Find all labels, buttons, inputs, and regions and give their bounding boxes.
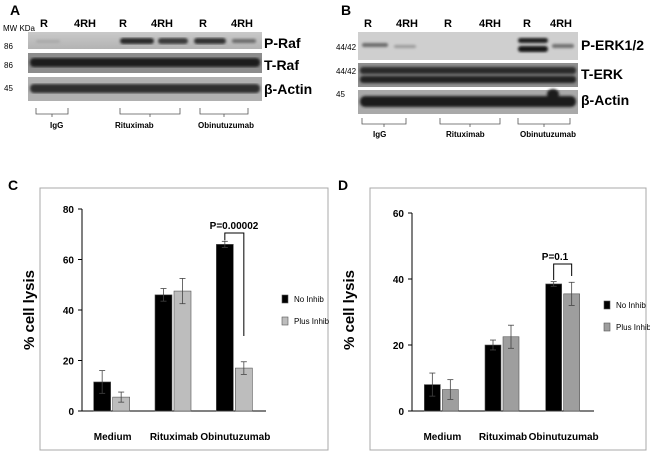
chart-d-category-label-1: Rituximab xyxy=(479,432,527,443)
chart-c-significance-bracket xyxy=(224,232,245,336)
panel-b-mw-1: 44/42 xyxy=(336,43,357,52)
panel-b-group-igg: IgG xyxy=(373,130,387,139)
panel-b-lane-4: 4RH xyxy=(479,18,502,30)
panel-b-group-brackets xyxy=(361,118,571,127)
panel-a-mw-2: 86 xyxy=(4,61,13,70)
chart-c-category-label-1: Rituximab xyxy=(150,432,198,443)
panel-a-mw-3: 45 xyxy=(4,84,13,93)
panel-b-letter: B xyxy=(341,2,352,18)
chart-c-ytick-label-0: 0 xyxy=(68,407,74,418)
panel-b-lane-5: R xyxy=(523,18,531,30)
chart-c-ytick-label-1: 20 xyxy=(63,357,75,368)
panel-a-group-igg: IgG xyxy=(50,121,64,130)
panel-a-row-label-2: T-Raf xyxy=(264,57,299,73)
panel-a-lane-3: R xyxy=(119,18,127,30)
chart-d-legend-swatch-0 xyxy=(603,300,611,310)
panel-b-group-obinutuzumab: Obinutuzumab xyxy=(520,130,576,139)
chart-d-ytick-label-1: 20 xyxy=(393,341,405,352)
panel-b-row-label-1: P-ERK1/2 xyxy=(581,37,645,53)
panel-b-group-rituximab: Rituximab xyxy=(446,130,485,139)
chart-d-legend-swatch-1 xyxy=(603,322,611,332)
chart-d-legend-label-1: Plus Inhib xyxy=(616,323,650,332)
chart-d-significance-bracket xyxy=(553,263,573,280)
chart-c-panel-letter: C xyxy=(8,177,18,193)
chart-d-category-label-2: Obinutuzumab xyxy=(529,432,599,443)
chart-c-ylabel: % cell lysis xyxy=(21,270,38,350)
panel-a-lane-1: R xyxy=(40,18,48,30)
chart-c-legend-label-0: No Inhib xyxy=(294,295,324,304)
panel-a-group-brackets xyxy=(35,108,249,117)
chart-c-legend-swatch-1 xyxy=(281,316,289,326)
panel-a-mw-1: 86 xyxy=(4,42,13,51)
panel-a-row-label-1: P-Raf xyxy=(264,35,301,51)
panel-a-lane-5: R xyxy=(199,18,207,30)
chart-d-bar-1-2 xyxy=(563,293,580,412)
chart-c-category-label-2: Obinutuzumab xyxy=(200,432,270,443)
chart-d-panel-letter: D xyxy=(338,177,348,193)
panel-a-mw-header: MW KDa xyxy=(3,24,35,33)
chart-c-legend-label-1: Plus Inhib xyxy=(294,317,330,326)
panel-b-lane-2: 4RH xyxy=(396,18,419,30)
panel-a-lane-2: 4RH xyxy=(74,18,97,30)
chart-c-ytick-label-3: 60 xyxy=(63,256,75,267)
chart-c-category-label-0: Medium xyxy=(94,432,132,443)
chart-c-bar-0-2 xyxy=(216,244,234,412)
panel-b-row-label-3: β-Actin xyxy=(581,92,630,108)
panel-b-mw-3: 45 xyxy=(336,90,345,99)
panel-a-group-obinutuzumab: Obinutuzumab xyxy=(198,121,254,130)
panel-b-mw-2: 44/42 xyxy=(336,67,357,76)
chart-c-p-value: P=0.00002 xyxy=(210,221,259,232)
chart-d-legend-label-0: No Inhib xyxy=(616,301,646,310)
panel-a-row-label-3: β-Actin xyxy=(264,81,313,97)
chart-d-category-label-0: Medium xyxy=(423,432,461,443)
chart-c-legend-swatch-0 xyxy=(281,294,289,304)
chart-c-bar-1-1 xyxy=(173,290,192,412)
chart-c: C 0 20 40 60 80 % cell lysis Medium Rituximab Obi… xyxy=(8,177,330,451)
chart-d-bar-0-1 xyxy=(484,344,502,412)
chart-d-ytick-label-2: 40 xyxy=(393,275,405,286)
panel-a-lane-4: 4RH xyxy=(151,18,174,30)
panel-a-group-rituximab: Rituximab xyxy=(115,121,154,130)
panel-a-letter: A xyxy=(10,2,21,18)
chart-c-ytick-label-4: 80 xyxy=(63,205,75,216)
panel-b-row-label-2: T-ERK xyxy=(581,66,623,82)
chart-d-p-value: P=0.1 xyxy=(542,252,569,263)
chart-d-bar-0-2 xyxy=(545,283,562,412)
chart-d: D 0 20 40 60 % cell lysis Medium Rituximab Obinu… xyxy=(338,177,650,451)
chart-d-ylabel: % cell lysis xyxy=(341,270,358,350)
panel-b-lane-6: 4RH xyxy=(550,18,573,30)
panel-b-lane-3: R xyxy=(444,18,452,30)
chart-d-ytick-label-0: 0 xyxy=(398,407,404,418)
chart-c-bar-0-1 xyxy=(154,294,173,412)
panel-b-blot-image xyxy=(358,32,578,114)
panel-a-blot-image xyxy=(28,32,262,101)
panel-a-lane-6: 4RH xyxy=(231,18,254,30)
chart-c-ytick-label-2: 40 xyxy=(63,306,75,317)
chart-d-ytick-label-3: 60 xyxy=(393,209,405,220)
panel-b-lane-1: R xyxy=(364,18,372,30)
